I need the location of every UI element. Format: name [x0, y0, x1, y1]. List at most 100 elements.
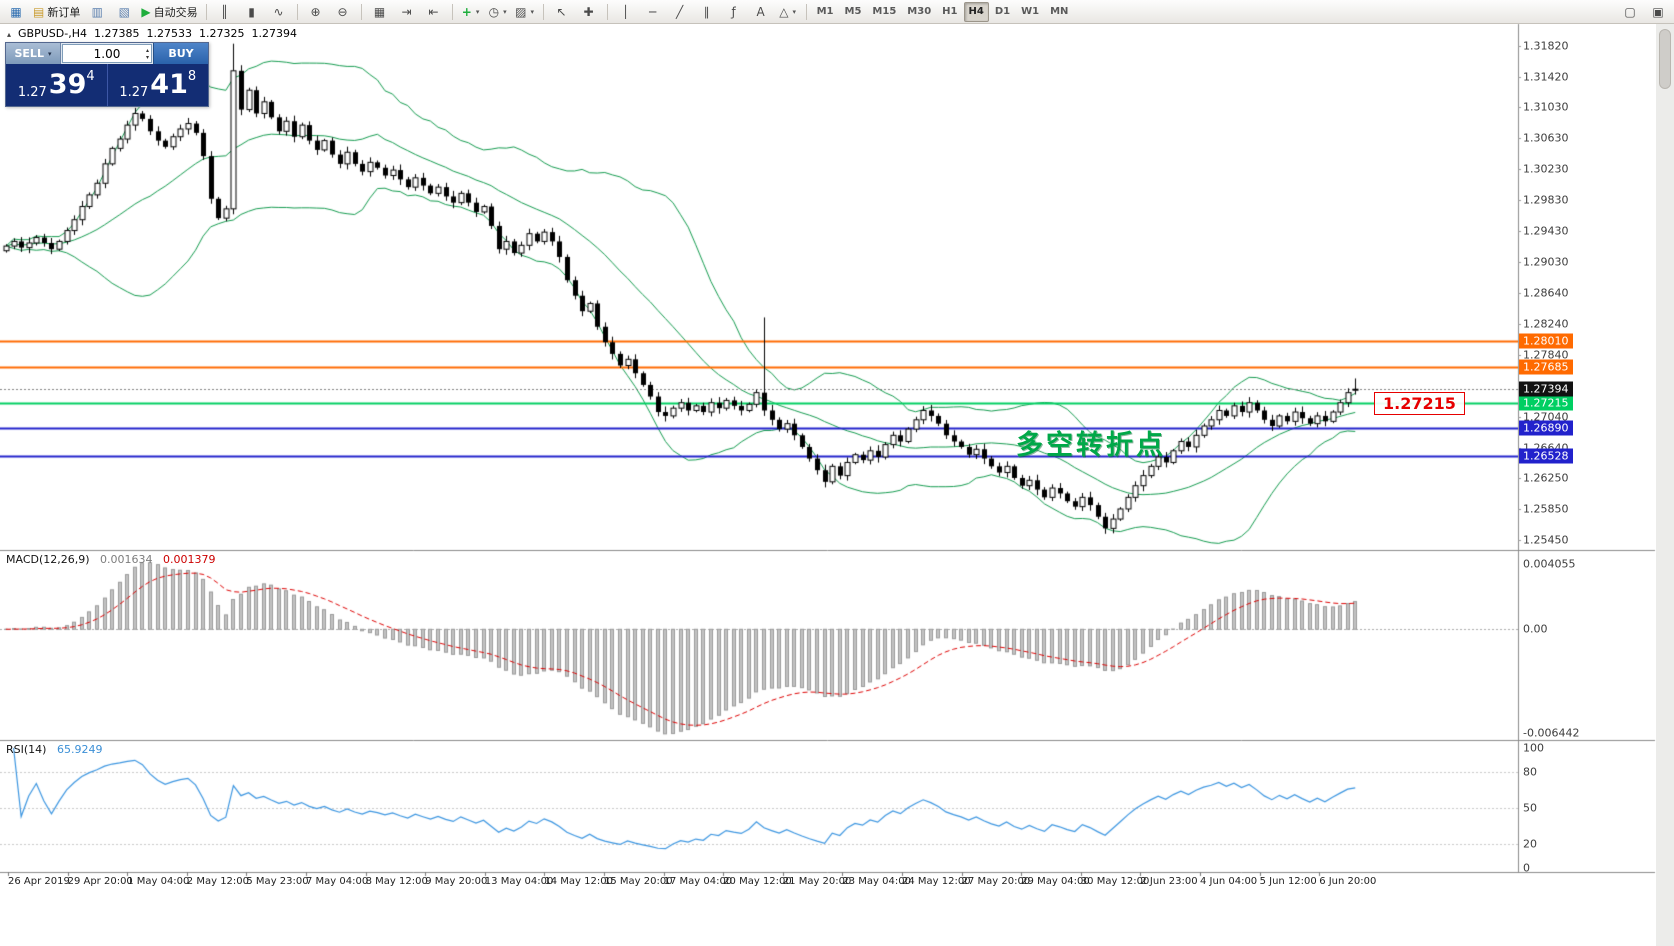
timeframe-m15-button[interactable]: M15 [872, 6, 897, 17]
toolbar-separator [805, 3, 807, 20]
timeframe-mn-button[interactable]: MN [1050, 6, 1069, 17]
shapes-icon[interactable]: △ ▾ [775, 2, 801, 22]
toolbar-tools: ▦ ▤ 新订单 ▥ ▧ ▶ 自动交易 ║ ▮ ∿ ⊕ ⊖ ▦ ⇥ ⇤ + ▾ ◷ ▾ ▨ ▾ ↖ ✚ │ ─ ╱ ∥ ƒ A △ ▾ [3, 2, 801, 22]
trendline-icon[interactable]: ╱ [667, 2, 693, 22]
tile-windows-icon[interactable]: ▦ [367, 2, 393, 22]
date-axis-label: 26 Apr 2019 [8, 876, 70, 887]
buy-price-display[interactable]: 1.27 41 8 [108, 64, 209, 106]
rsi-scale-label: 50 [1523, 801, 1537, 815]
timeframe-m1-button[interactable]: M1 [816, 6, 834, 17]
templates-icon[interactable]: ▨ ▾ [512, 2, 538, 22]
window-list-icon[interactable]: ▣ [1652, 4, 1664, 19]
rsi-title: RSI(14) [6, 743, 47, 756]
macd-signal-value: 0.001379 [163, 553, 216, 566]
shapes-caret-icon: ▾ [792, 7, 796, 16]
one-click-trading-panel[interactable]: SELL ▾ 1.00 ▴ ▾ BUY 1.27 39 4 1.27 41 8 [5, 42, 209, 107]
macd-scale-label: 0.004055 [1523, 557, 1576, 571]
volume-down-icon[interactable]: ▾ [145, 53, 149, 61]
horizontal-line-icon[interactable]: ─ [640, 2, 666, 22]
rsi-scale-label: 100 [1523, 741, 1544, 755]
sell-price-display[interactable]: 1.27 39 4 [6, 64, 107, 106]
price-scale-label: 1.29430 [1523, 224, 1569, 238]
zoom-in-icon[interactable]: ⊕ [303, 2, 329, 22]
fibonacci-icon[interactable]: ƒ [721, 2, 747, 22]
volume-input[interactable]: 1.00 ▴ ▾ [62, 44, 152, 63]
auto-scroll-icon[interactable]: ⇥ [394, 2, 420, 22]
date-axis-label: 15 May 20:00 [604, 876, 673, 887]
ohlc-low: 1.27325 [198, 27, 245, 40]
bar-chart-icon: ║ [220, 4, 229, 19]
channel-icon[interactable]: ∥ [694, 2, 720, 22]
zoom-out-icon[interactable]: ⊖ [330, 2, 356, 22]
date-axis-label: 20 May 12:00 [723, 876, 792, 887]
candlestick-chart-icon: ▮ [248, 4, 255, 19]
window-restore-icon[interactable]: ▢ [1624, 4, 1636, 19]
price-scale-label: 1.30630 [1523, 131, 1569, 145]
toolbar-separator [296, 3, 298, 20]
timeframe-w1-button[interactable]: W1 [1021, 6, 1040, 17]
level-price-badge: 1.27685 [1519, 359, 1573, 375]
indicators-caret-icon: ▾ [475, 7, 480, 16]
chart-shift-icon[interactable]: ⇤ [421, 2, 447, 22]
volume-value: 1.00 [93, 46, 121, 61]
macd-scale-label: 0.00 [1523, 622, 1548, 636]
rsi-scale-label: 20 [1523, 837, 1537, 851]
toolbar-separator [542, 3, 544, 20]
tile-windows-icon: ▦ [373, 4, 386, 19]
indicators-icon[interactable]: + ▾ [458, 2, 484, 22]
text-tool-icon[interactable]: A [748, 2, 774, 22]
price-scale-label: 1.27040 [1523, 410, 1569, 424]
timeframe-h4-button[interactable]: H4 [963, 1, 989, 22]
timeframe-d1-button[interactable]: D1 [994, 6, 1011, 17]
cursor-icon: ↖ [556, 4, 567, 19]
bar-chart-icon[interactable]: ║ [212, 2, 238, 22]
timeframe-h1-button[interactable]: H1 [942, 6, 958, 17]
ohlc-close: 1.27394 [251, 27, 297, 40]
sell-dropdown-icon[interactable]: ▾ [47, 49, 52, 58]
price-scale-label: 1.29030 [1523, 255, 1569, 269]
price-scale-label: 1.28240 [1523, 317, 1569, 331]
new-order-button[interactable]: ▤ 新订单 [30, 2, 83, 22]
one-click-panel-toggle-icon[interactable]: ▴ [7, 30, 12, 39]
candlestick-chart-icon[interactable]: ▮ [239, 2, 265, 22]
sell-price-prefix: 1.27 [17, 85, 47, 100]
buy-button[interactable]: BUY [153, 43, 208, 64]
sell-button[interactable]: SELL ▾ [6, 43, 61, 64]
buy-button-label: BUY [168, 47, 194, 60]
price-annotation-box[interactable]: 1.27215 [1374, 392, 1465, 415]
profiles-icon: ▧ [118, 4, 131, 19]
price-scale-label: 1.30230 [1523, 162, 1569, 176]
level-price-badge: 1.28010 [1519, 333, 1573, 349]
auto-trading-button[interactable]: ▶ 自动交易 [138, 2, 200, 22]
date-axis-label: 8 May 12:00 [365, 876, 428, 887]
scrollbar-thumb[interactable] [1659, 29, 1671, 89]
toolbar-separator [451, 3, 453, 20]
date-axis-label: 17 May 04:00 [663, 876, 733, 887]
price-scale-label: 1.26250 [1523, 471, 1569, 485]
crosshair-icon[interactable]: ✚ [576, 2, 602, 22]
date-axis-label: 27 May 20:00 [961, 876, 1031, 887]
line-chart-icon[interactable]: ∿ [266, 2, 292, 22]
cursor-icon[interactable]: ↖ [549, 2, 575, 22]
timeframe-m5-button[interactable]: M5 [844, 6, 862, 17]
volume-up-icon[interactable]: ▴ [145, 46, 149, 54]
vertical-scrollbar[interactable] [1656, 24, 1674, 946]
terminal-icon[interactable]: ▦ [3, 2, 29, 22]
ohlc-open: 1.27385 [93, 27, 140, 40]
date-axis-label: 13 May 04:00 [484, 876, 554, 887]
periods-icon[interactable]: ◷ ▾ [485, 2, 511, 22]
charts-icon[interactable]: ▥ [84, 2, 110, 22]
date-axis-label: 23 May 04:00 [842, 876, 911, 887]
turning-point-annotation[interactable]: 多空转折点 [1016, 430, 1166, 461]
profiles-icon[interactable]: ▧ [111, 2, 137, 22]
toolbar-separator [205, 3, 207, 20]
toolbar-separator [606, 3, 608, 20]
buy-price-prefix: 1.27 [119, 85, 149, 100]
periods-icon: ◷ [488, 4, 500, 19]
sell-price-sup: 4 [86, 69, 95, 84]
timeframe-m30-button[interactable]: M30 [907, 6, 932, 17]
vertical-line-icon[interactable]: │ [613, 2, 639, 22]
sell-price-big: 39 [48, 69, 87, 100]
